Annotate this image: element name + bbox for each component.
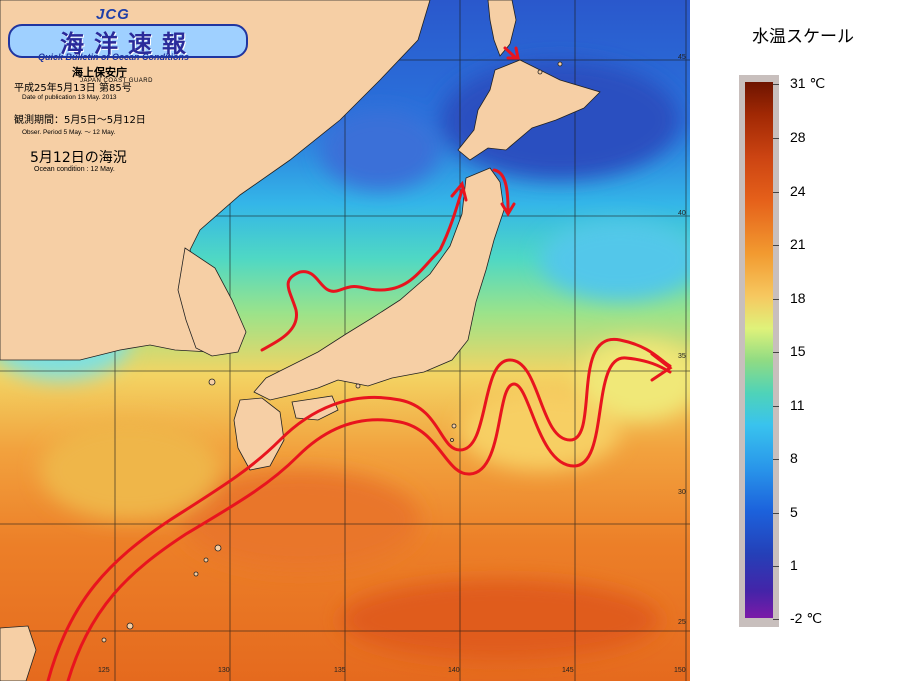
- issue-date: 平成25年5月13日 第85号: [14, 83, 132, 94]
- scale-tick: [773, 192, 779, 193]
- observation-period-en: Obser. Period 5 May. ～ 12 May.: [22, 129, 116, 136]
- scale-tick: [773, 619, 779, 620]
- lon-label: 135: [334, 667, 346, 674]
- scale-tick: [773, 245, 779, 246]
- scale-label: 1: [790, 557, 798, 573]
- lon-label: 125: [98, 667, 110, 674]
- logo-title: 海洋速報: [60, 29, 196, 58]
- logo-org-en: JAPAN COAST GUARD: [80, 78, 153, 84]
- sea-temperature-map: [0, 0, 690, 681]
- scale-tick: [773, 138, 779, 139]
- scale-tick: [773, 566, 779, 567]
- ocean-condition-title: 5月12日の海況: [30, 150, 127, 166]
- ocean-currents: [46, 46, 673, 681]
- scale-tick: [773, 513, 779, 514]
- scale-label: 31 ℃: [790, 75, 826, 91]
- scale-label: -2 ℃: [790, 610, 823, 626]
- logo-title-box: 海洋速報: [8, 24, 248, 58]
- lat-label: 45: [678, 54, 686, 61]
- scale-tick: [773, 459, 779, 460]
- issue-date-en: Date of publication 13 May. 2013: [22, 94, 117, 101]
- lat-label: 40: [678, 210, 686, 217]
- observation-period: 観測期間：5月5日～5月12日: [14, 115, 146, 126]
- lat-label: 30: [678, 489, 686, 496]
- legend-title: 水温スケール: [752, 27, 854, 47]
- scale-label: 28: [790, 129, 806, 145]
- scale-tick: [773, 299, 779, 300]
- lon-label: 150: [674, 667, 686, 674]
- lat-label: 25: [678, 619, 686, 626]
- scale-label: 21: [790, 236, 806, 252]
- lon-label: 130: [218, 667, 230, 674]
- scale-tick: [773, 352, 779, 353]
- jcg-logo: JCG 海洋速報 Quick Bulletin of Ocean Conditi…: [8, 6, 248, 84]
- ocean-condition-en: Ocean condition : 12 May.: [34, 166, 115, 173]
- scale-label: 8: [790, 450, 798, 466]
- scale-label: 18: [790, 290, 806, 306]
- scale-tick: [773, 84, 779, 85]
- temperature-patches: [0, 60, 690, 660]
- scale-label: 24: [790, 183, 806, 199]
- color-scale-bar: [745, 82, 773, 618]
- scale-label: 11: [790, 397, 805, 413]
- scale-label: 15: [790, 343, 806, 359]
- lon-label: 140: [448, 667, 460, 674]
- logo-jcg-text: JCG: [96, 6, 130, 23]
- logo-subtitle: Quick Bulletin of Ocean Conditions: [38, 52, 190, 62]
- scale-label: 5: [790, 504, 798, 520]
- lat-label: 35: [678, 353, 686, 360]
- lon-label: 145: [562, 667, 574, 674]
- scale-tick: [773, 406, 779, 407]
- land: [0, 0, 601, 681]
- logo-org: 海上保安庁: [72, 66, 127, 79]
